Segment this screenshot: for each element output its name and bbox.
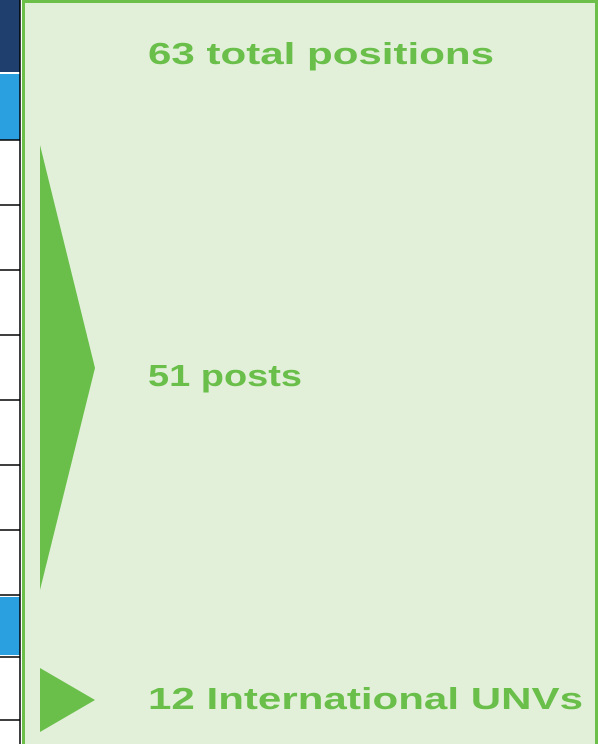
large-arrow: [40, 145, 95, 590]
unv-label: 12 International UNVs: [148, 681, 583, 716]
table-bg: [0, 0, 22, 744]
row-lines: [0, 0, 21, 744]
header-cell: [0, 0, 20, 72]
panel: [22, 0, 598, 744]
table-fragment: [0, 0, 22, 744]
total-label: 63 total positions: [148, 36, 494, 71]
posts-label: 51 posts: [148, 358, 302, 393]
small-arrow: [40, 668, 95, 732]
section-cell: [0, 597, 20, 655]
section-cell: [0, 74, 20, 140]
